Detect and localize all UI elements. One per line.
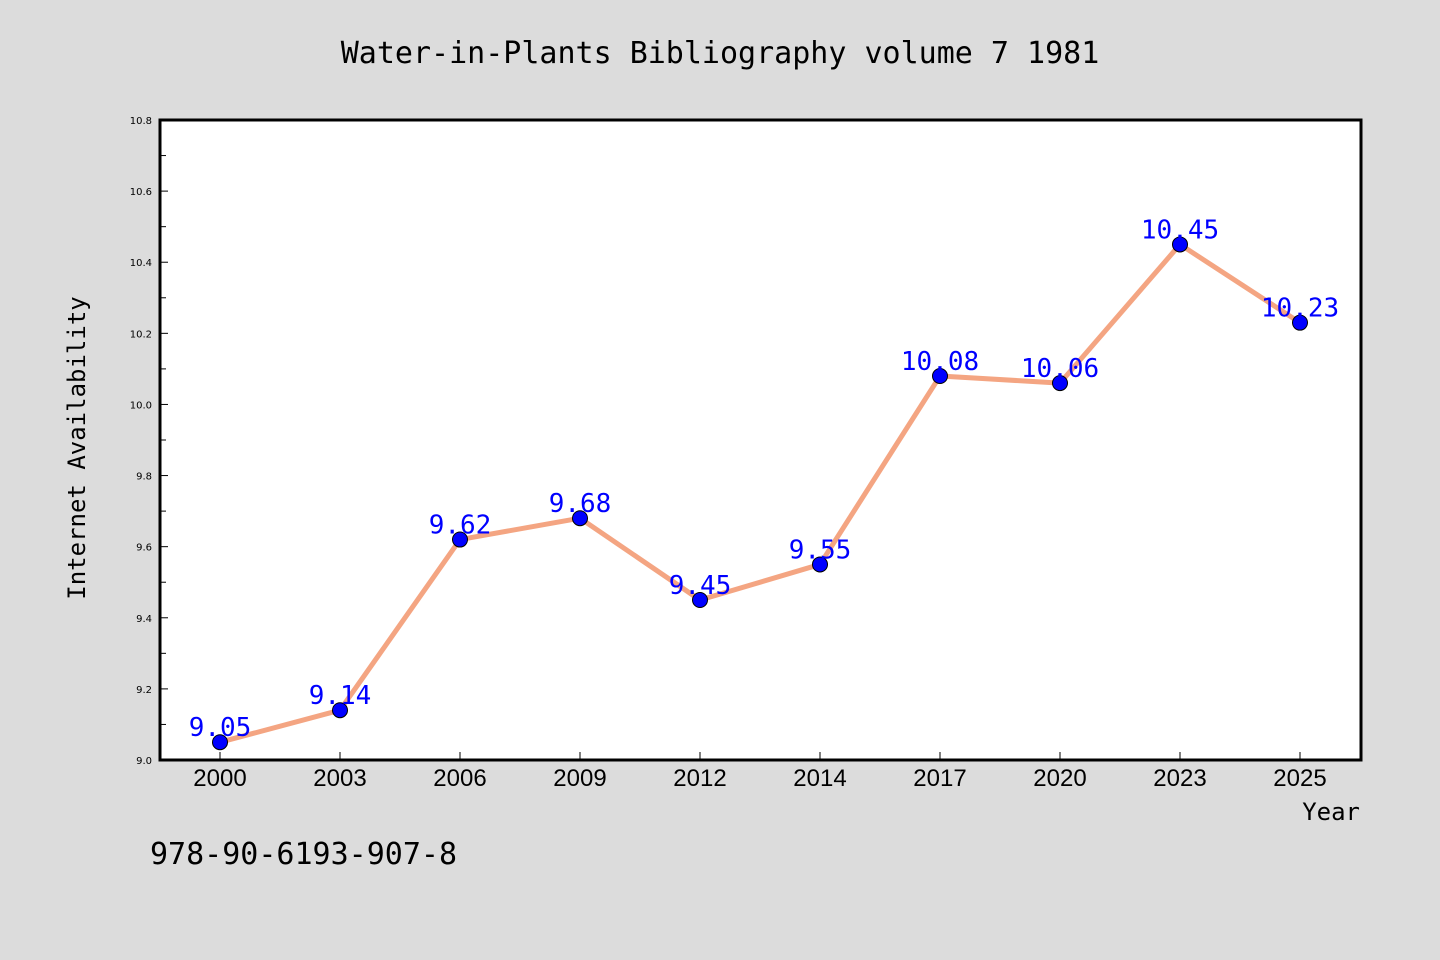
y-tick-label: 10.4 bbox=[130, 258, 152, 269]
x-tick-label: 2009 bbox=[553, 765, 606, 792]
x-tick-label: 2006 bbox=[433, 765, 486, 792]
y-axis-label: Internet Availability bbox=[63, 296, 91, 599]
x-tick-label: 2023 bbox=[1153, 765, 1206, 792]
x-tick-label: 2003 bbox=[313, 765, 366, 792]
plot-area bbox=[160, 120, 1361, 760]
data-point bbox=[692, 592, 708, 608]
x-tick-label: 2012 bbox=[673, 765, 726, 792]
data-point bbox=[572, 510, 588, 527]
series-line bbox=[219, 241, 1302, 745]
data-label: 9.55 bbox=[789, 535, 852, 565]
y-tick-label: 10.6 bbox=[130, 187, 152, 198]
x-tick-label: 2017 bbox=[913, 765, 966, 792]
x-tick-label: 2025 bbox=[1273, 765, 1326, 792]
data-label: 9.05 bbox=[189, 713, 252, 743]
x-tick-label: 2000 bbox=[193, 765, 246, 792]
data-label: 10.08 bbox=[901, 347, 979, 377]
data-point bbox=[452, 531, 468, 548]
data-label: 10.06 bbox=[1021, 354, 1099, 384]
data-label: 9.45 bbox=[669, 571, 732, 601]
data-point bbox=[1292, 314, 1308, 331]
isbn-text: 978-90-6193-907-8 bbox=[150, 837, 457, 872]
x-tick-label: 2020 bbox=[1033, 765, 1086, 792]
plot-frame bbox=[158, 118, 1363, 762]
data-labels: 9.05 9.14 9.62 9.68 9.45 9.55 10.08 10.06 10.45 1… bbox=[189, 215, 1339, 743]
data-point bbox=[212, 734, 228, 751]
y-tick-label: 9.2 bbox=[136, 685, 152, 696]
y-tick-label: 10.0 bbox=[130, 400, 152, 411]
x-tick-label: 2014 bbox=[793, 765, 846, 792]
x-axis-label: Year bbox=[1302, 798, 1360, 826]
data-label: 9.68 bbox=[549, 489, 612, 519]
data-label: 9.62 bbox=[429, 511, 492, 541]
data-label: 10.23 bbox=[1261, 294, 1339, 324]
data-points bbox=[212, 236, 1308, 751]
x-axis: 2000 2003 2006 2009 2012 2014 2017 2020 2023 2025 bbox=[193, 752, 1327, 792]
y-tick-label: 10.2 bbox=[130, 329, 152, 340]
data-point bbox=[932, 368, 948, 384]
y-tick-label: 9.8 bbox=[136, 472, 152, 483]
data-label: 9.14 bbox=[309, 681, 372, 711]
y-tick-label: 9.6 bbox=[136, 543, 152, 554]
data-point bbox=[332, 702, 348, 719]
y-tick-label: 10.8 bbox=[130, 116, 152, 127]
y-tick-label: 9.0 bbox=[136, 756, 152, 767]
y-tick-label: 9.4 bbox=[136, 614, 152, 625]
data-point bbox=[812, 556, 828, 573]
chart-title: Water-in-Plants Bibliography volume 7 19… bbox=[341, 36, 1100, 71]
data-point bbox=[1172, 236, 1188, 253]
data-label: 10.45 bbox=[1141, 215, 1219, 245]
data-point bbox=[1052, 375, 1068, 392]
